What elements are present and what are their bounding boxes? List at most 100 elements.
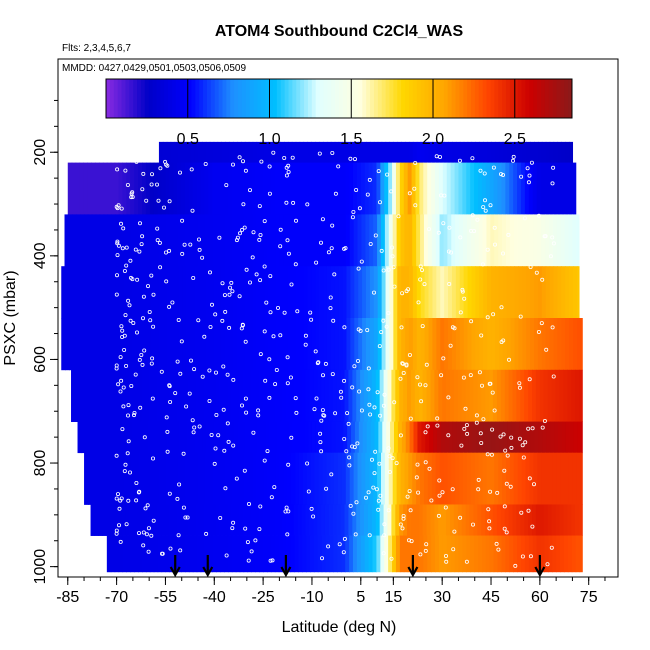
heatmap-cell bbox=[478, 162, 483, 215]
heatmap-cell bbox=[98, 504, 103, 536]
heatmap-cell bbox=[280, 266, 285, 319]
sample-marker bbox=[268, 310, 273, 315]
heatmap-cell bbox=[87, 214, 93, 267]
heatmap-cell bbox=[255, 452, 261, 505]
heatmap-cell bbox=[346, 141, 351, 163]
heatmap-cell bbox=[369, 214, 374, 267]
sample-marker bbox=[459, 443, 464, 448]
heatmap-cell bbox=[188, 504, 193, 536]
heatmap-cell bbox=[552, 214, 558, 267]
sample-marker bbox=[114, 152, 119, 157]
heatmap-cell bbox=[451, 214, 456, 267]
heatmap-cell bbox=[248, 214, 253, 267]
heatmap-cell bbox=[452, 421, 458, 454]
sample-marker bbox=[268, 558, 273, 563]
heatmap-cell bbox=[451, 452, 456, 505]
sample-marker bbox=[491, 312, 496, 317]
heatmap-cell bbox=[407, 162, 413, 215]
heatmap-cell bbox=[513, 162, 518, 215]
heatmap-cell bbox=[576, 214, 580, 267]
heatmap-cell bbox=[442, 535, 448, 573]
heatmap-cell bbox=[536, 162, 542, 215]
sample-marker bbox=[271, 334, 276, 339]
heatmap-cell bbox=[555, 369, 560, 422]
sample-marker bbox=[540, 277, 545, 282]
heatmap-cell bbox=[323, 318, 328, 371]
heatmap-cell bbox=[330, 266, 336, 319]
flight-arrow-head bbox=[280, 566, 292, 578]
heatmap-cell bbox=[399, 162, 405, 215]
sample-marker bbox=[214, 412, 219, 417]
sample-marker bbox=[382, 533, 387, 538]
sample-marker bbox=[130, 154, 135, 159]
sample-marker bbox=[450, 325, 455, 330]
heatmap-cell bbox=[169, 535, 174, 573]
heatmap-cell bbox=[322, 452, 327, 505]
heatmap-cell bbox=[439, 214, 445, 267]
sample-marker bbox=[275, 305, 280, 310]
heatmap-cell bbox=[334, 452, 339, 505]
sample-marker bbox=[222, 448, 227, 453]
heatmap-cell bbox=[436, 421, 442, 454]
heatmap-cell bbox=[516, 369, 521, 422]
heatmap-cell bbox=[479, 266, 484, 319]
heatmap-cell bbox=[471, 318, 476, 371]
sample-marker bbox=[527, 377, 532, 382]
heatmap-cell bbox=[330, 141, 336, 163]
heatmap-cell bbox=[315, 421, 321, 454]
heatmap-cell bbox=[565, 421, 571, 454]
x-tick-label: 60 bbox=[531, 589, 549, 606]
sample-marker bbox=[268, 274, 273, 279]
heatmap-cell bbox=[500, 504, 506, 536]
heatmap-cell bbox=[276, 318, 281, 371]
sample-marker bbox=[461, 375, 466, 380]
sample-marker bbox=[394, 461, 399, 466]
sample-marker bbox=[284, 200, 289, 205]
heatmap-cell bbox=[559, 369, 564, 422]
sample-marker bbox=[505, 453, 510, 458]
heatmap-cell bbox=[171, 421, 176, 454]
heatmap-cell bbox=[88, 266, 94, 319]
sample-marker bbox=[131, 413, 136, 418]
sample-marker bbox=[151, 324, 156, 329]
heatmap-cell bbox=[537, 318, 543, 371]
sample-marker bbox=[251, 230, 256, 235]
sample-marker bbox=[123, 313, 128, 318]
sample-marker bbox=[436, 230, 441, 235]
heatmap-cell bbox=[404, 452, 409, 505]
sample-marker bbox=[278, 244, 283, 249]
colorbar-step bbox=[148, 79, 154, 118]
heatmap-cell bbox=[141, 504, 146, 536]
heatmap-cell bbox=[356, 504, 361, 536]
heatmap-cell bbox=[287, 266, 293, 319]
sample-marker bbox=[197, 424, 202, 429]
heatmap-cell bbox=[207, 369, 213, 422]
sample-marker bbox=[509, 445, 514, 450]
colorbar-step bbox=[323, 79, 328, 118]
heatmap-cell bbox=[170, 266, 176, 319]
heatmap-cell bbox=[373, 141, 379, 163]
heatmap-cell bbox=[563, 162, 569, 215]
heatmap-cell bbox=[180, 369, 185, 422]
heatmap-cell bbox=[497, 162, 503, 215]
heatmap-cell bbox=[510, 266, 516, 319]
heatmap-cell bbox=[123, 318, 129, 371]
sample-marker bbox=[147, 309, 152, 314]
heatmap-cell bbox=[358, 421, 364, 454]
sample-marker bbox=[209, 302, 214, 307]
colorbar-step bbox=[257, 79, 262, 118]
sample-marker bbox=[373, 449, 378, 454]
sample-marker bbox=[476, 477, 481, 482]
sample-marker bbox=[207, 270, 212, 275]
sample-marker bbox=[151, 518, 156, 523]
heatmap-cell bbox=[131, 318, 137, 371]
heatmap-cell bbox=[115, 452, 120, 505]
sample-marker bbox=[128, 258, 133, 263]
heatmap-cell bbox=[332, 504, 338, 536]
sample-marker bbox=[532, 482, 537, 487]
sample-marker bbox=[145, 503, 150, 508]
heatmap-cell bbox=[534, 318, 539, 371]
sample-marker bbox=[506, 357, 511, 362]
heatmap-cell bbox=[414, 504, 420, 536]
sample-marker bbox=[482, 171, 487, 176]
